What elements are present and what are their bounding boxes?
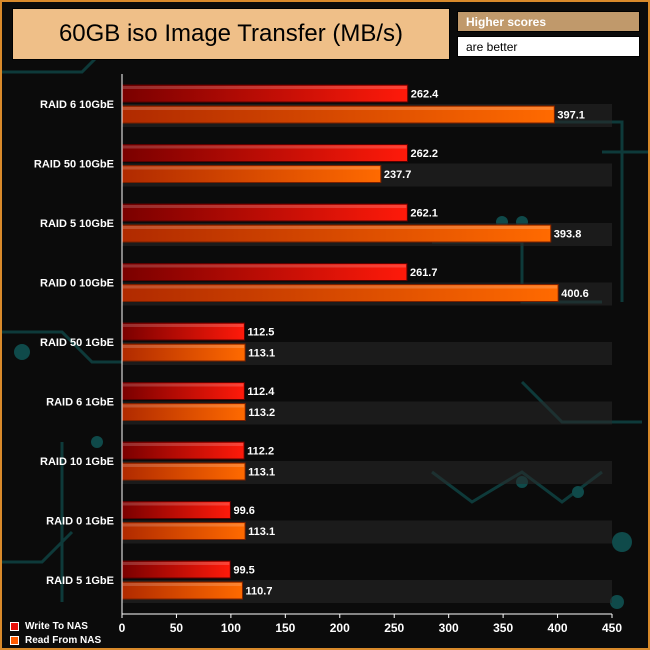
bar-highlight	[123, 205, 407, 208]
category-label: RAID 50 10GbE	[34, 159, 114, 171]
x-tick-label: 100	[221, 621, 241, 635]
x-tick-label: 50	[170, 621, 184, 635]
x-tick-label: 400	[548, 621, 568, 635]
bar-highlight	[123, 383, 244, 387]
value-label: 112.4	[247, 386, 275, 398]
row-band	[122, 580, 612, 603]
x-tick-label: 200	[330, 621, 350, 635]
value-label: 262.2	[411, 148, 439, 160]
category-label: RAID 6 1GbE	[46, 397, 114, 409]
category-label: RAID 0 1GbE	[46, 516, 114, 528]
value-label: 113.1	[248, 467, 275, 479]
legend-label-read: Read From NAS	[25, 634, 102, 646]
note-higher-scores: Higher scores	[457, 11, 640, 32]
bar-highlight	[123, 502, 230, 506]
value-label: 262.1	[410, 208, 438, 220]
value-label: 99.6	[233, 505, 254, 517]
value-label: 112.5	[248, 327, 275, 339]
bar-highlight	[123, 264, 406, 268]
value-label: 113.2	[248, 407, 275, 419]
bar-highlight	[123, 226, 550, 229]
value-label: 261.7	[410, 267, 438, 279]
bar-highlight	[123, 145, 407, 149]
category-label: RAID 5 1GbE	[46, 575, 114, 587]
bar-highlight	[123, 583, 242, 586]
category-label: RAID 50 1GbE	[40, 337, 114, 349]
x-tick-label: 300	[439, 621, 459, 635]
bar-highlight	[123, 562, 230, 565]
value-label: 393.8	[554, 229, 582, 241]
bar-highlight	[123, 464, 245, 467]
bar-highlight	[123, 404, 245, 408]
bar-highlight	[123, 345, 245, 348]
value-label: 112.2	[247, 446, 274, 458]
value-label: 110.7	[246, 586, 273, 598]
x-tick-label: 0	[119, 621, 126, 635]
legend-label-write: Write To NAS	[25, 620, 88, 632]
legend: Write To NAS Read From NAS	[10, 619, 101, 647]
x-tick-label: 450	[602, 621, 622, 635]
bar-highlight	[123, 523, 245, 527]
category-label: RAID 10 1GbE	[40, 456, 114, 468]
x-tick-label: 350	[493, 621, 513, 635]
legend-item-read: Read From NAS	[10, 633, 101, 647]
value-label: 113.1	[248, 526, 275, 538]
bar-highlight	[123, 86, 407, 89]
bar-highlight	[123, 324, 244, 327]
value-label: 262.4	[411, 89, 439, 101]
category-label: RAID 0 10GbE	[40, 278, 114, 290]
bar-highlight	[123, 166, 380, 170]
chart-title: 60GB iso Image Transfer (MB/s)	[12, 8, 450, 60]
note-are-better: are better	[457, 36, 640, 57]
value-label: 113.1	[248, 348, 275, 360]
bar-highlight	[123, 285, 558, 289]
value-label: 99.5	[233, 565, 254, 577]
category-label: RAID 5 10GbE	[40, 218, 114, 230]
bar-highlight	[123, 107, 554, 110]
legend-item-write: Write To NAS	[10, 619, 101, 633]
x-tick-label: 250	[384, 621, 404, 635]
bar-highlight	[123, 443, 244, 446]
legend-swatch-read	[10, 635, 19, 645]
category-label: RAID 6 10GbE	[40, 99, 114, 111]
x-tick-label: 150	[275, 621, 295, 635]
legend-swatch-write	[10, 621, 19, 631]
value-label: 397.1	[557, 110, 585, 122]
value-label: 237.7	[384, 169, 412, 181]
value-label: 400.6	[561, 288, 589, 300]
